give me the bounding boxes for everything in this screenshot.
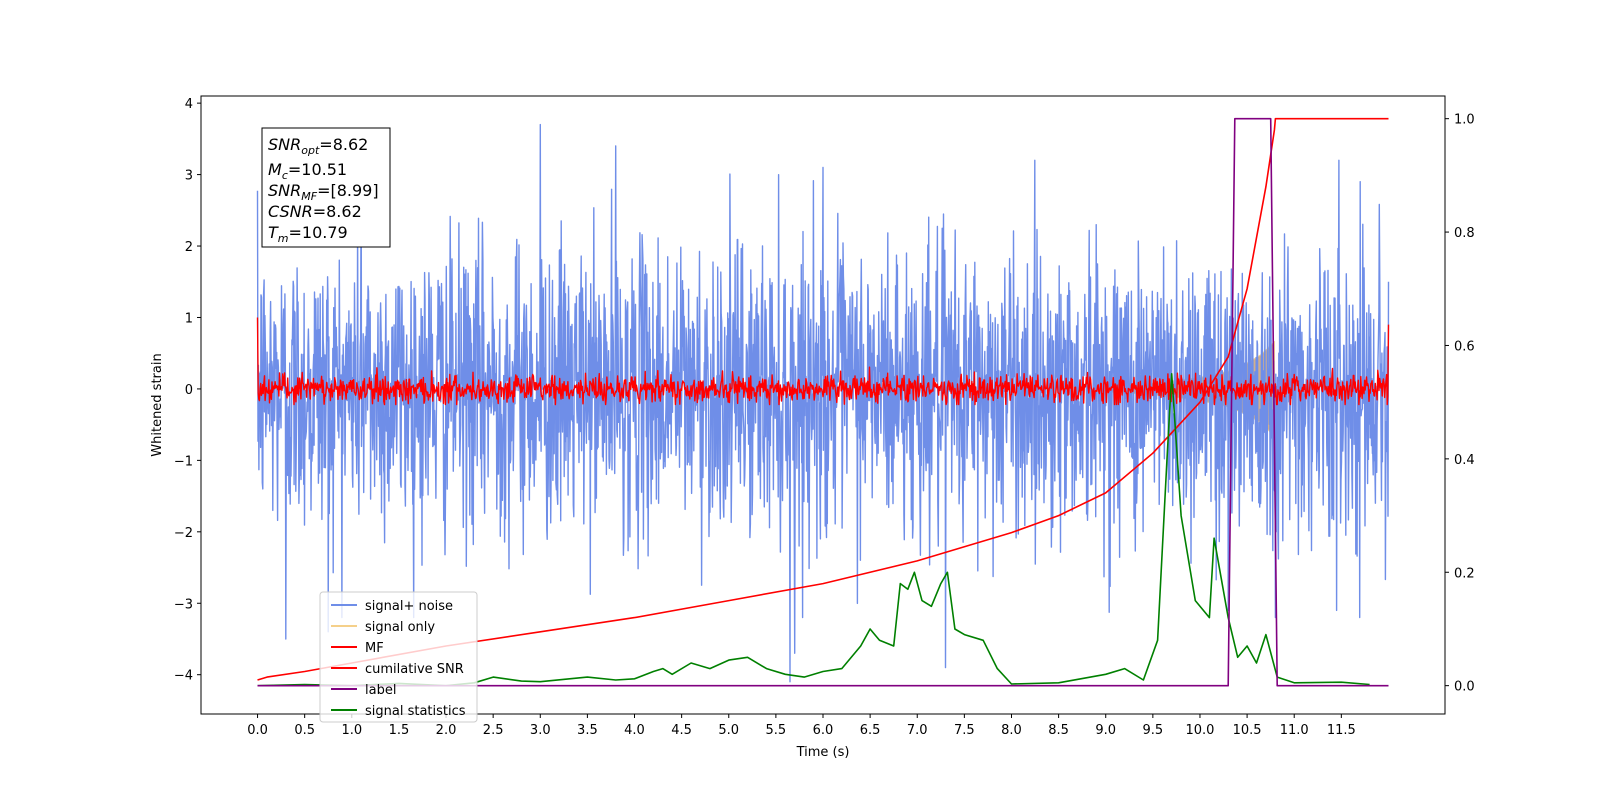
x-tick-label: 11.0 (1280, 723, 1309, 738)
y-right-tick-label: 0.0 (1454, 680, 1475, 695)
info-csnr: CSNR=8.62 (268, 202, 362, 221)
y-right-tick-label: 0.4 (1454, 453, 1475, 468)
x-tick-label: 3.0 (530, 723, 551, 738)
legend-entry-label: signal statistics (365, 704, 466, 719)
x-tick-label: 0.0 (247, 723, 268, 738)
info-box-frame (261, 127, 391, 248)
x-tick-label: 11.5 (1327, 723, 1356, 738)
x-tick-label: 1.0 (341, 723, 362, 738)
y-left-tick-label: 0 (185, 383, 193, 398)
y-right-tick-label: 0.8 (1454, 226, 1475, 241)
x-tick-label: 4.5 (671, 723, 692, 738)
legend-entry-label: label (365, 683, 396, 698)
y-left-tick-label: −4 (174, 669, 193, 684)
y-axis-label: Whitened strain (150, 353, 165, 456)
mf-series (256, 317, 1390, 406)
y-left-tick-label: 4 (185, 97, 193, 112)
x-axis-label: Time (s) (796, 745, 850, 760)
legend-entry-label: signal only (365, 620, 435, 635)
signal-noise-layer (256, 123, 1390, 683)
info-snr-mf: SNRMF=[8.99] (268, 181, 379, 203)
y-left-tick-label: 2 (185, 240, 193, 255)
signal-noise-series (256, 123, 1390, 683)
x-tick-label: 2.5 (483, 723, 504, 738)
info-tm: Tm=10.79 (268, 223, 348, 245)
y-left-tick-label: −2 (174, 526, 193, 541)
legend-frame (319, 591, 478, 723)
y-axis-left-ticks: 4 3 2 1 0 −1 −2 −3 −4 (174, 97, 201, 684)
y-left-tick-label: 1 (185, 311, 193, 326)
x-tick-label: 8.5 (1048, 723, 1069, 738)
y-left-tick-label: 3 (185, 169, 193, 184)
x-tick-label: 9.0 (1095, 723, 1116, 738)
x-tick-label: 9.5 (1143, 723, 1164, 738)
x-tick-label: 0.5 (294, 723, 315, 738)
x-tick-label: 10.5 (1233, 723, 1262, 738)
x-tick-label: 7.0 (907, 723, 928, 738)
info-box: SNRopt=8.62 Mc=10.51 SNRMF=[8.99] CSNR=8… (261, 127, 391, 248)
y-right-tick-label: 0.2 (1454, 566, 1475, 581)
y-axis-right-ticks: 1.0 0.8 0.6 0.4 0.2 0.0 (1445, 113, 1475, 695)
y-right-tick-label: 1.0 (1454, 113, 1475, 128)
info-snr-opt: SNRopt=8.62 (268, 135, 368, 157)
y-left-tick-label: −3 (174, 597, 193, 612)
x-tick-label: 10.0 (1185, 723, 1214, 738)
x-tick-label: 5.5 (766, 723, 787, 738)
y-right-tick-label: 0.6 (1454, 339, 1475, 354)
x-tick-label: 2.0 (436, 723, 457, 738)
signal-statistics-series (257, 373, 1370, 687)
x-axis-ticks: 0.0 0.5 1.0 1.5 2.0 2.5 3.0 3.5 4.0 4.5 5.0 5.5 6.0 6… (247, 714, 1356, 738)
legend-entry-label: MF (365, 641, 384, 656)
mf-layer (256, 317, 1390, 406)
info-mc: Mc=10.51 (268, 160, 347, 182)
label-series (257, 117, 1389, 687)
x-tick-label: 7.5 (954, 723, 975, 738)
x-tick-label: 6.5 (860, 723, 881, 738)
legend-entry-label: cumilative SNR (365, 662, 464, 677)
x-tick-label: 8.0 (1001, 723, 1022, 738)
x-tick-label: 3.5 (577, 723, 598, 738)
x-tick-label: 4.0 (624, 723, 645, 738)
legend-entry-label: signal+ noise (365, 599, 453, 614)
y-left-tick-label: −1 (174, 454, 193, 469)
legend: signal+ noise signal only MF cumilative SNR… (319, 591, 478, 723)
x-tick-label: 1.5 (389, 723, 410, 738)
x-tick-label: 6.0 (813, 723, 834, 738)
x-tick-label: 5.0 (718, 723, 739, 738)
